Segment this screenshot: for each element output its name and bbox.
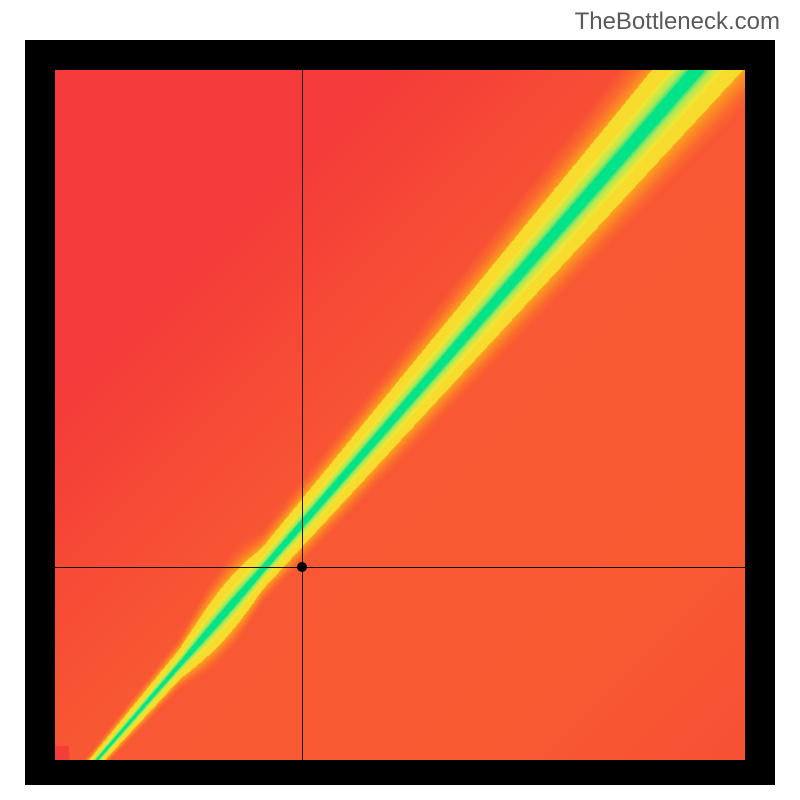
watermark-text: TheBottleneck.com [575,8,780,36]
chart-frame [25,40,775,785]
crosshair-marker [297,562,307,572]
crosshair-vertical [302,70,303,760]
crosshair-horizontal [55,567,745,568]
heatmap-canvas [55,70,745,760]
chart-container: TheBottleneck.com [0,0,800,800]
